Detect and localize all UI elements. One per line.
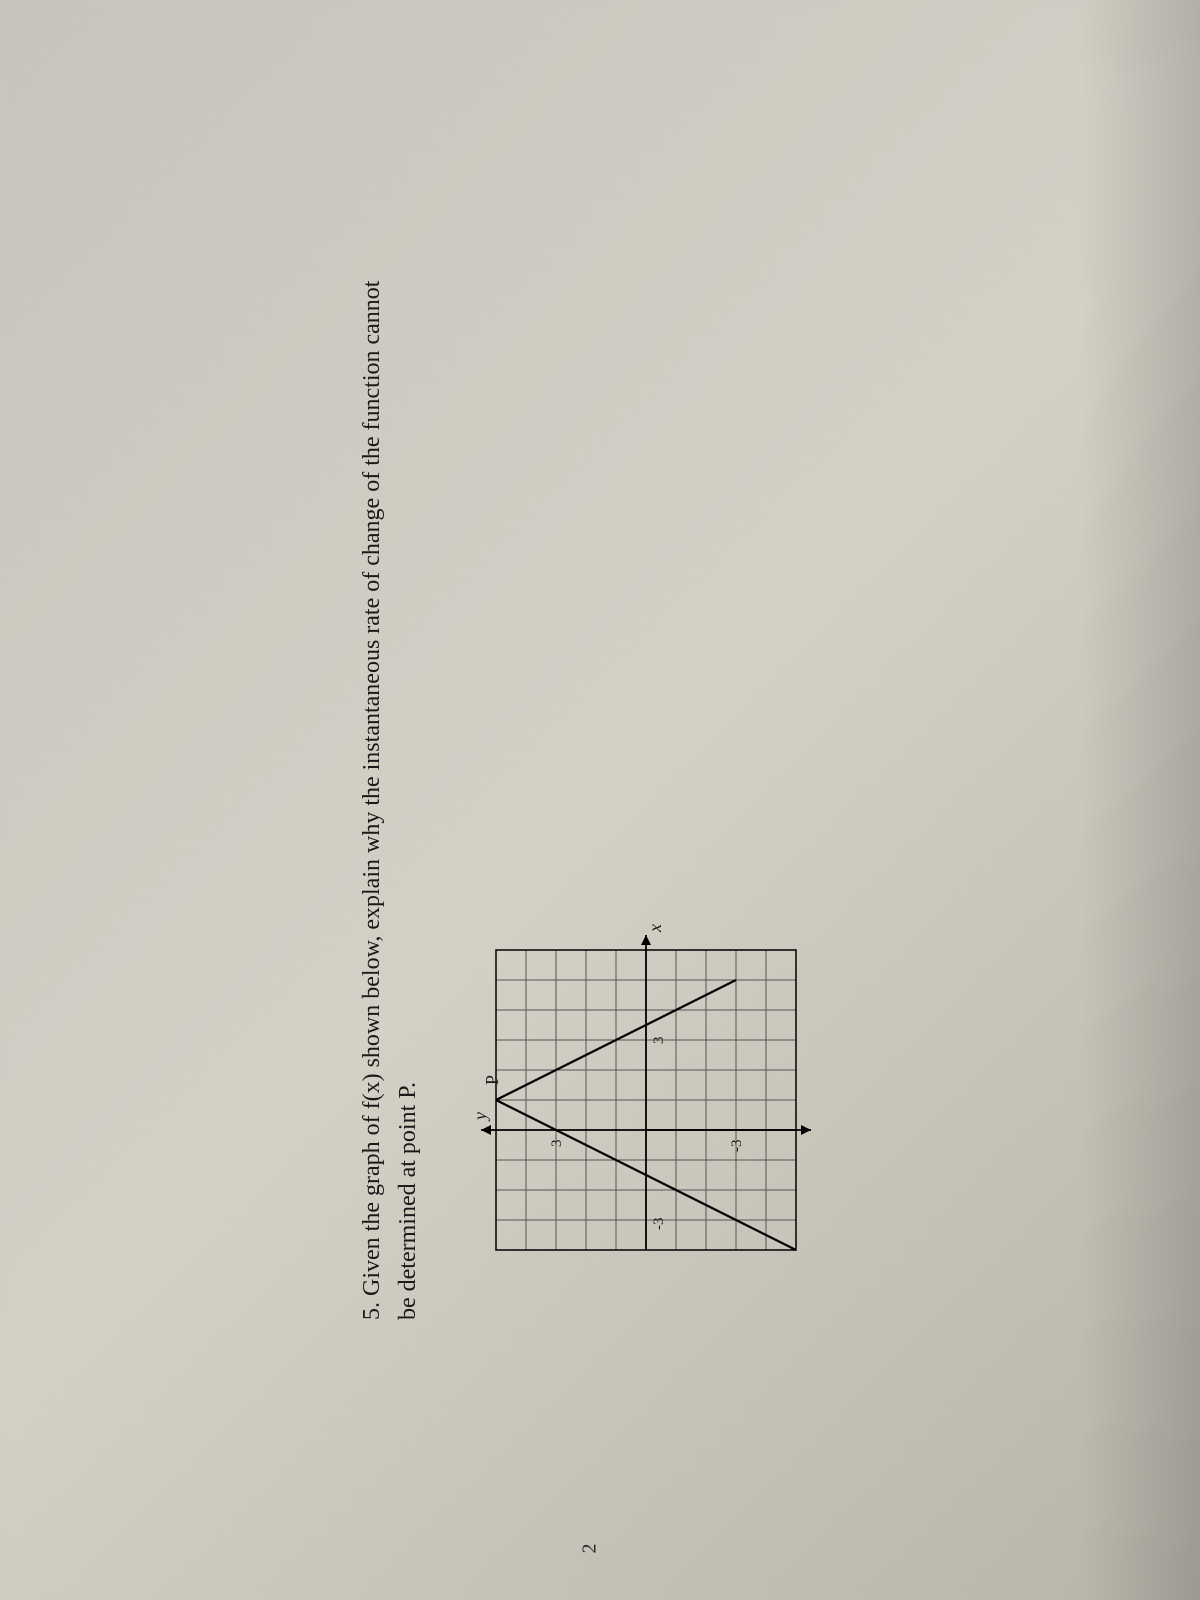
graph-container: y x 3 -3 3 -3 P bbox=[466, 280, 846, 1280]
y-axis-arrow-bottom-icon bbox=[801, 1125, 811, 1135]
tick-pos-y: 3 bbox=[549, 1140, 565, 1148]
tick-pos-x: 3 bbox=[651, 1037, 667, 1045]
y-axis-arrow-top-icon bbox=[481, 1125, 491, 1135]
y-axis-label: y bbox=[470, 1112, 490, 1122]
point-p-label: P bbox=[482, 1075, 502, 1085]
tick-neg-y: -3 bbox=[729, 1140, 745, 1153]
question-text: 5. Given the graph of f(x) shown below, … bbox=[354, 280, 426, 1320]
page-number: 2 bbox=[579, 1544, 602, 1554]
function-graph: y x 3 -3 3 -3 P bbox=[466, 920, 846, 1280]
question-body: Given the graph of f(x) shown below, exp… bbox=[359, 281, 421, 1320]
x-axis-arrow-icon bbox=[641, 935, 651, 945]
x-axis-label: x bbox=[645, 924, 665, 933]
page-container: 5. Given the graph of f(x) shown below, … bbox=[0, 200, 1200, 1400]
tick-neg-x: -3 bbox=[651, 1218, 667, 1231]
content-area: 5. Given the graph of f(x) shown below, … bbox=[294, 200, 906, 1400]
question-number: 5. bbox=[359, 1302, 385, 1320]
